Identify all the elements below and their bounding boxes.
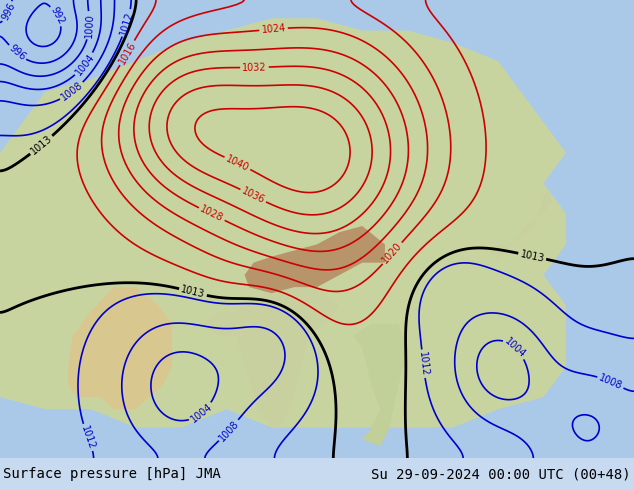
Polygon shape bbox=[0, 18, 566, 428]
Text: 1000: 1000 bbox=[84, 13, 95, 38]
Polygon shape bbox=[489, 189, 552, 263]
Text: 1013: 1013 bbox=[29, 133, 54, 157]
Text: 996: 996 bbox=[0, 1, 17, 22]
Text: 1024: 1024 bbox=[261, 23, 286, 35]
Text: 1012: 1012 bbox=[79, 424, 97, 451]
Text: 1016: 1016 bbox=[117, 40, 138, 66]
Polygon shape bbox=[68, 287, 172, 409]
Text: 1036: 1036 bbox=[240, 186, 266, 206]
Text: Su 29-09-2024 00:00 UTC (00+48): Su 29-09-2024 00:00 UTC (00+48) bbox=[371, 467, 631, 481]
Text: Surface pressure [hPa] JMA: Surface pressure [hPa] JMA bbox=[3, 467, 221, 481]
Text: 1004: 1004 bbox=[73, 52, 96, 77]
Polygon shape bbox=[353, 324, 408, 446]
Polygon shape bbox=[245, 226, 385, 293]
Text: 1020: 1020 bbox=[380, 241, 404, 266]
Text: 1004: 1004 bbox=[189, 401, 214, 425]
Text: 996: 996 bbox=[7, 43, 27, 63]
Text: 1008: 1008 bbox=[60, 80, 85, 103]
Text: 1040: 1040 bbox=[224, 153, 250, 173]
Text: 1032: 1032 bbox=[242, 62, 267, 73]
Text: 1012: 1012 bbox=[417, 351, 430, 376]
Text: 1008: 1008 bbox=[217, 418, 241, 443]
Text: 1012: 1012 bbox=[119, 10, 135, 36]
Text: 1028: 1028 bbox=[198, 204, 225, 224]
Text: 1013: 1013 bbox=[519, 249, 545, 264]
Text: 1004: 1004 bbox=[503, 336, 527, 360]
Text: 1013: 1013 bbox=[180, 284, 206, 300]
Text: 1008: 1008 bbox=[597, 372, 624, 391]
Text: 992: 992 bbox=[48, 5, 66, 26]
Polygon shape bbox=[204, 287, 340, 428]
